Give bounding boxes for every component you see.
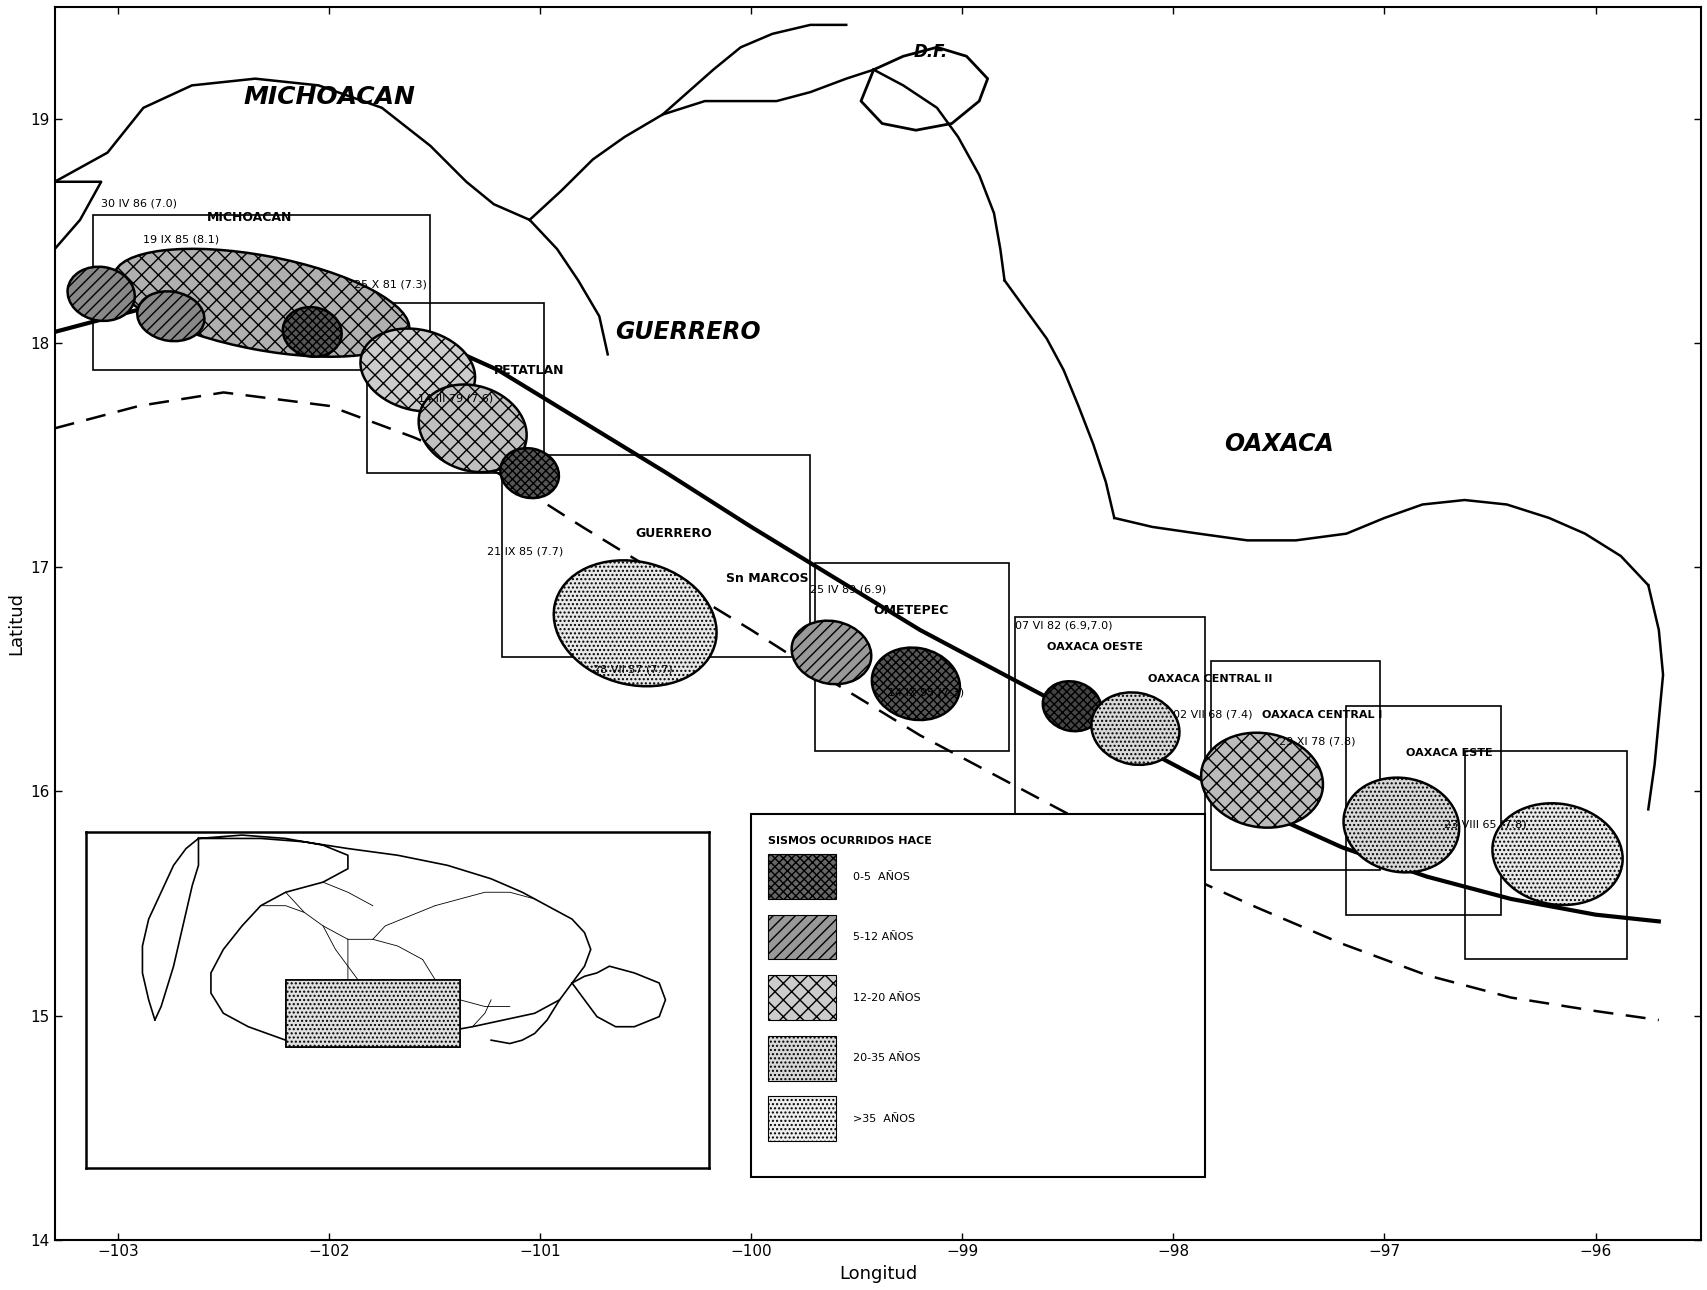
Text: 29 XI 78 (7.8): 29 XI 78 (7.8) [1279,737,1355,747]
Text: OAXACA CENTRAL II: OAXACA CENTRAL II [1147,673,1272,684]
Text: OMETEPEC: OMETEPEC [874,604,949,617]
Text: 30 IV 86 (7.0): 30 IV 86 (7.0) [101,199,178,209]
Bar [1210,662,1379,869]
Text: OAXACA ESTE: OAXACA ESTE [1405,748,1492,757]
Bar [367,303,545,473]
Bar [768,1096,835,1142]
Text: PETATLAN: PETATLAN [493,364,563,377]
Text: GUERRERO: GUERRERO [635,528,712,541]
Ellipse shape [283,307,341,357]
Bar [768,915,835,960]
Ellipse shape [68,267,135,321]
Ellipse shape [500,448,558,498]
Text: 21 IX 85 (7.7): 21 IX 85 (7.7) [486,546,563,556]
Text: >35  AÑOS: >35 AÑOS [852,1113,915,1124]
Text: 25 X 81 (7.3): 25 X 81 (7.3) [355,280,427,289]
Bar [1014,617,1205,818]
Bar [92,215,430,370]
Ellipse shape [1343,778,1458,872]
Polygon shape [860,48,987,130]
Ellipse shape [553,560,717,686]
Ellipse shape [1492,804,1622,906]
Text: GUERRERO: GUERRERO [615,320,760,344]
Text: 12-20 AÑOS: 12-20 AÑOS [852,992,920,1002]
Ellipse shape [871,648,959,720]
Text: 5-12 AÑOS: 5-12 AÑOS [852,933,913,942]
Bar [768,975,835,1020]
Text: 0-5  AÑOS: 0-5 AÑOS [852,872,908,881]
Ellipse shape [137,292,205,341]
Ellipse shape [360,329,475,412]
Text: Sn MARCOS: Sn MARCOS [725,573,807,586]
Text: OAXACA CENTRAL I: OAXACA CENTRAL I [1261,710,1381,720]
Text: SISMOS OCURRIDOS HACE: SISMOS OCURRIDOS HACE [768,836,932,846]
Text: OAXACA OESTE: OAXACA OESTE [1046,642,1142,653]
Text: 20-35 AÑOS: 20-35 AÑOS [852,1053,920,1063]
Bar [814,562,1009,751]
Bar [502,455,809,657]
Text: MICHOACAN: MICHOACAN [207,212,292,224]
X-axis label: Longitud: Longitud [838,1265,917,1284]
Y-axis label: Latitud: Latitud [7,592,26,655]
Bar [768,1036,835,1081]
Ellipse shape [114,249,410,357]
Text: 02 VII 68 (7.4): 02 VII 68 (7.4) [1173,710,1253,720]
Bar [1465,751,1627,960]
Ellipse shape [1091,693,1180,765]
Ellipse shape [1043,681,1101,731]
Text: 14 IX 95 (7.3): 14 IX 95 (7.3) [888,688,964,698]
Text: D.F.: D.F. [913,43,947,61]
Text: 25 IV 89 (6.9): 25 IV 89 (6.9) [809,584,886,595]
Bar [768,854,835,899]
Text: 28 VII 57 (7.7): 28 VII 57 (7.7) [592,664,673,675]
Text: OAXACA: OAXACA [1224,432,1333,455]
Text: 14 III 79 (7.6): 14 III 79 (7.6) [418,393,493,404]
Ellipse shape [418,384,526,472]
Text: MICHOACAN: MICHOACAN [242,85,415,108]
Text: 23 VIII 65 (7.8): 23 VIII 65 (7.8) [1442,819,1526,829]
Text: 07 VI 82 (6.9,7.0): 07 VI 82 (6.9,7.0) [1014,620,1111,630]
Bar [1345,706,1500,915]
Ellipse shape [790,620,871,684]
Text: 19 IX 85 (8.1): 19 IX 85 (8.1) [143,235,220,245]
Bar [751,814,1205,1176]
Ellipse shape [1200,733,1323,828]
